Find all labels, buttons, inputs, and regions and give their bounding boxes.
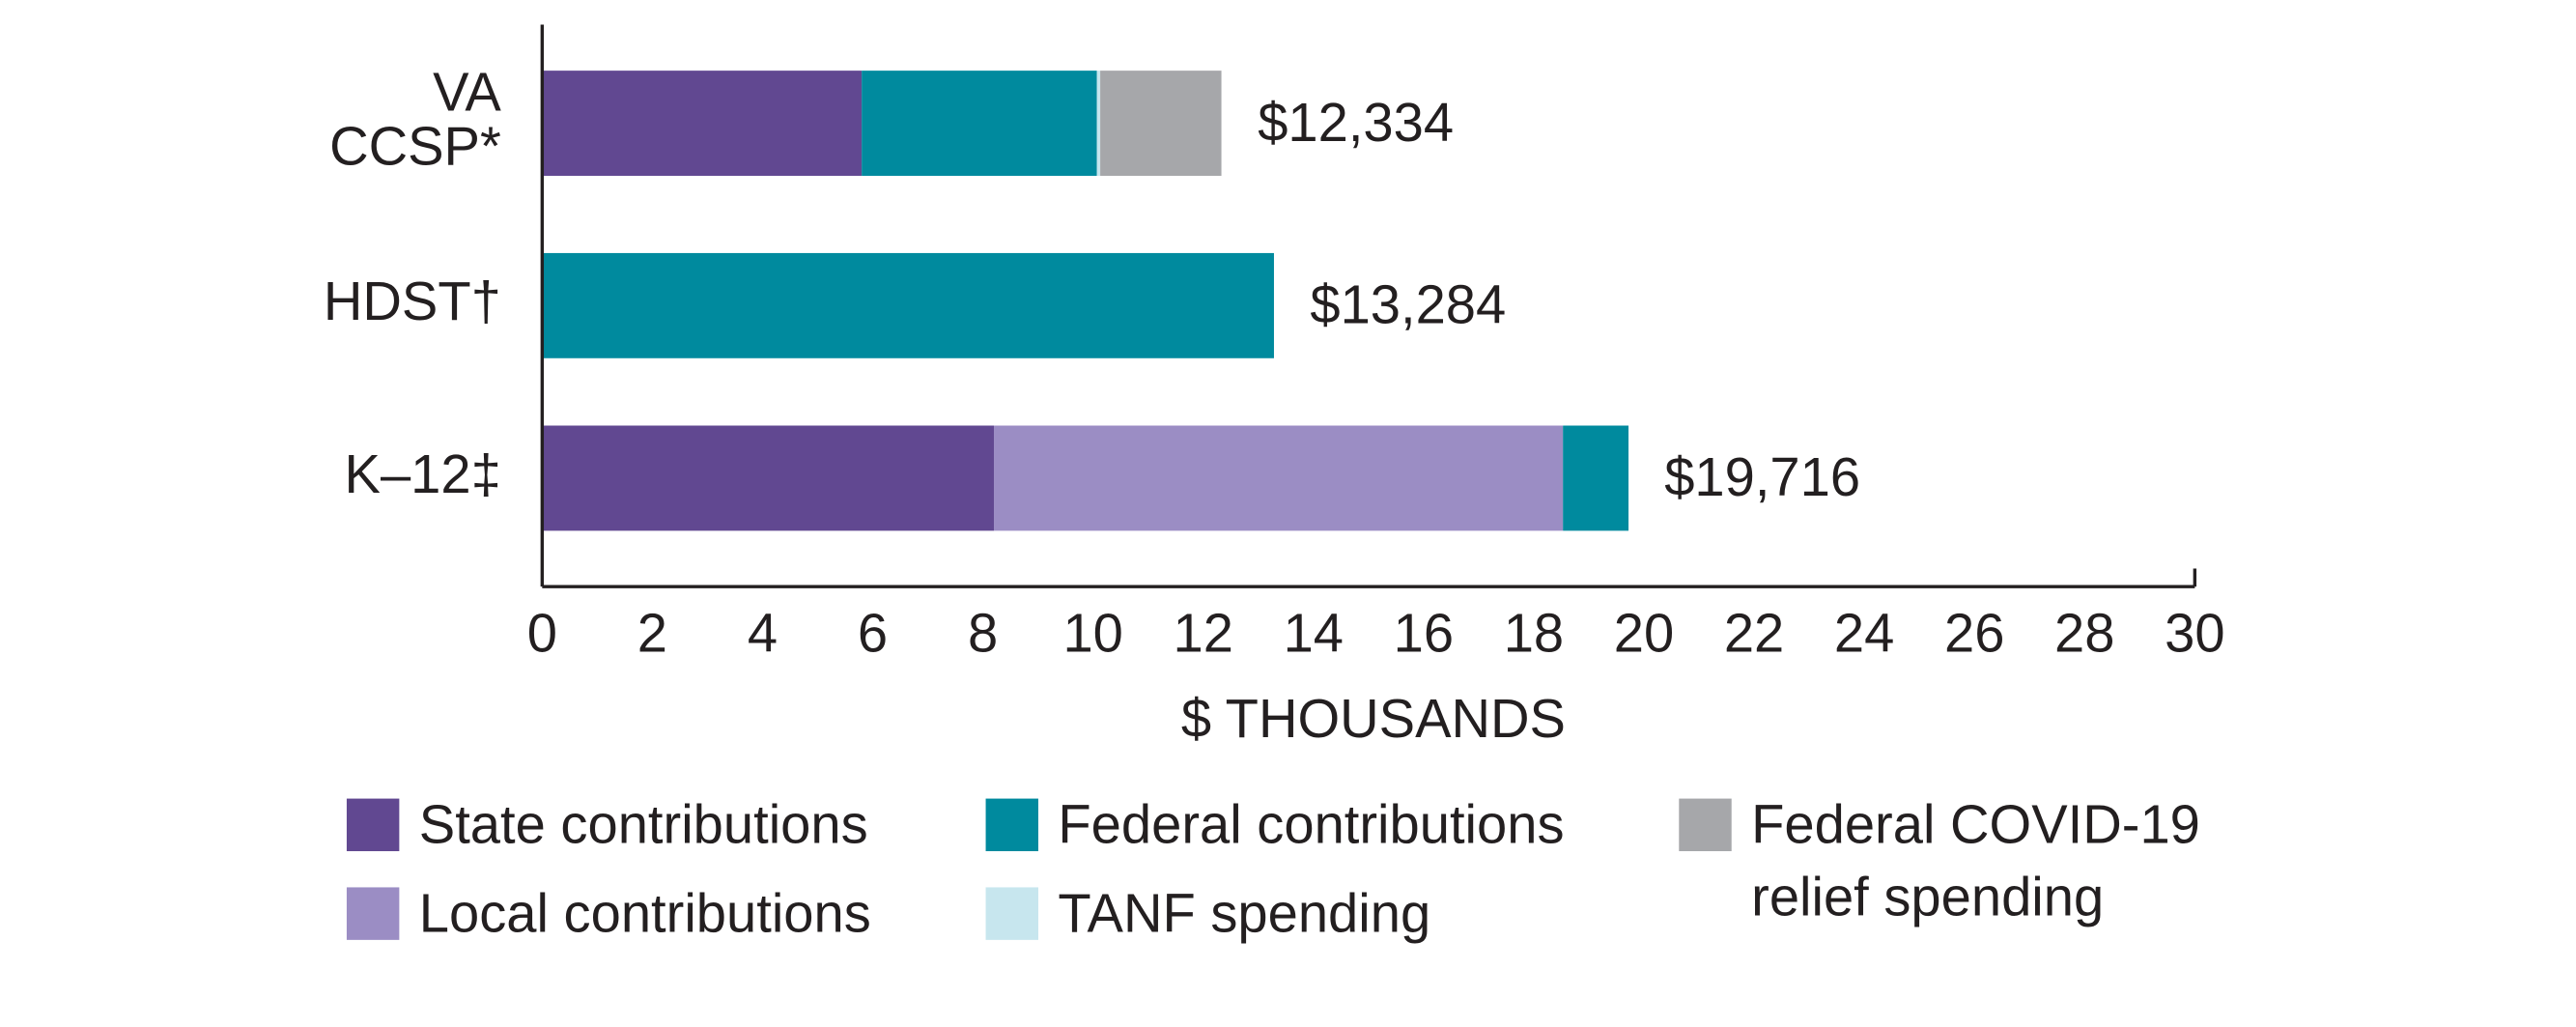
legend-swatch	[346, 887, 400, 940]
legend-label: State contributions	[418, 793, 868, 855]
legend-box: Federal contributions	[1058, 793, 1565, 855]
bar-segment	[994, 425, 1564, 531]
x-tick-label: 24	[1834, 603, 1894, 664]
bar-segment	[1100, 71, 1222, 176]
bar-segment	[542, 71, 863, 176]
category-label: CCSP*	[329, 115, 501, 176]
x-tick-label: 22	[1724, 603, 1784, 664]
legend-label: TANF spending	[1058, 882, 1431, 944]
legend-swatch	[346, 798, 400, 852]
legend-label: Federal contributions	[1058, 793, 1565, 855]
total-label: $19,716	[1664, 446, 1860, 507]
x-tick-label: 2	[637, 603, 667, 664]
x-axis-label: $ THOUSANDS	[1181, 688, 1566, 749]
x-tick-label: 30	[2165, 603, 2224, 664]
legend-swatch	[1679, 798, 1732, 852]
x-tick-label: 18	[1504, 603, 1564, 664]
legend-item: Federal contributions	[985, 793, 1565, 855]
legend-item: State contributions	[346, 793, 868, 855]
legend-box: Federal COVID-19 relief spending	[1751, 793, 2200, 927]
total-label: $12,334	[1258, 92, 1454, 153]
legend-label: Local contributions	[418, 882, 871, 944]
bar-segment	[1096, 71, 1101, 176]
x-tick-label: 20	[1614, 603, 1674, 664]
legend-swatch	[985, 798, 1038, 852]
x-tick-label: 4	[748, 603, 778, 664]
x-tick-label: 14	[1284, 603, 1344, 664]
bar-segment	[542, 425, 995, 531]
x-tick-label: 16	[1394, 603, 1454, 664]
legend-box: State contributions	[418, 793, 868, 855]
x-tick-label: 26	[1944, 603, 2004, 664]
legend-item: Local contributions	[346, 882, 871, 944]
bar-segment	[1563, 425, 1629, 531]
legend-label: Federal COVID-19 relief spending	[1751, 793, 2200, 927]
legend-box: Local contributions	[418, 882, 871, 944]
legend-box: TANF spending	[1058, 882, 1431, 944]
legend-swatch	[985, 887, 1038, 940]
legend-item: Federal COVID-19 relief spending	[1679, 793, 2200, 927]
x-tick-label: 10	[1062, 603, 1122, 664]
category-label: VA	[433, 61, 501, 122]
x-tick-label: 8	[968, 603, 998, 664]
category-label: K–12‡	[345, 443, 501, 504]
total-label: $13,284	[1310, 274, 1506, 335]
legend-item: TANF spending	[985, 882, 1431, 944]
x-tick-label: 0	[527, 603, 557, 664]
x-tick-label: 28	[2054, 603, 2114, 664]
bar-segment	[862, 71, 1097, 176]
x-tick-label: 12	[1174, 603, 1233, 664]
bar-segment	[542, 252, 1274, 358]
category-label: HDST†	[324, 271, 501, 331]
x-tick-label: 6	[858, 603, 888, 664]
